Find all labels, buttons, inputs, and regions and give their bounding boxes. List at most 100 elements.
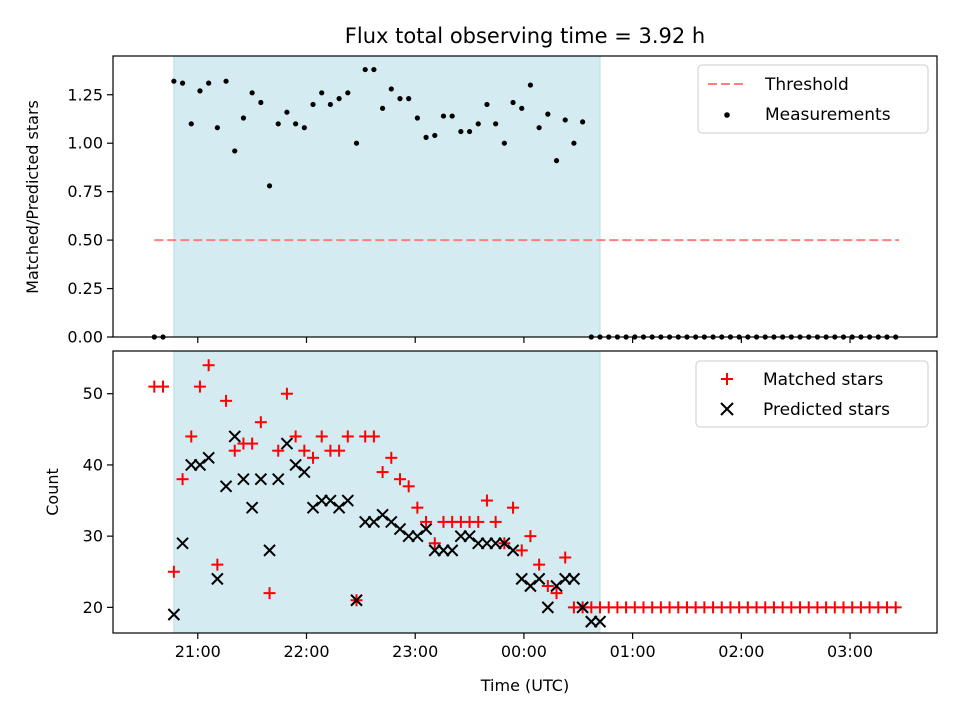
measurement-point bbox=[545, 111, 551, 117]
x-tick-label: 22:00 bbox=[283, 642, 329, 661]
measurement-point bbox=[223, 78, 229, 84]
measurement-point bbox=[293, 121, 299, 127]
measurement-point bbox=[266, 183, 273, 189]
predicted-star-point bbox=[167, 608, 181, 621]
predicted-star-point bbox=[567, 572, 581, 586]
predicted-star-point bbox=[245, 501, 259, 514]
matched-star-point bbox=[411, 501, 424, 514]
matched-star-point bbox=[167, 565, 180, 578]
measurement-point bbox=[510, 99, 516, 106]
matched-star-point bbox=[254, 416, 267, 429]
matched-star-point bbox=[333, 444, 346, 457]
legend-matched-label: Matched stars bbox=[763, 370, 883, 390]
measurement-point bbox=[371, 66, 377, 73]
matched-star-point bbox=[193, 380, 206, 393]
matched-star-point bbox=[315, 430, 328, 443]
predicted-star-point bbox=[411, 529, 424, 543]
x-tick-label: 03:00 bbox=[827, 642, 873, 661]
measurement-point bbox=[484, 101, 490, 108]
y-tick-label: 0.75 bbox=[67, 182, 103, 201]
matched-star-point bbox=[341, 430, 354, 443]
predicted-star-point bbox=[263, 544, 276, 557]
measurement-point bbox=[519, 105, 525, 111]
predicted-star-point bbox=[272, 472, 285, 486]
matched-star-point bbox=[559, 551, 572, 564]
bottom-legend-box bbox=[695, 360, 929, 428]
matched-star-point bbox=[420, 515, 433, 528]
predicted-star-point bbox=[324, 494, 337, 507]
measurement-point bbox=[319, 90, 325, 96]
matched-star-point bbox=[220, 394, 233, 407]
measurement-point bbox=[432, 132, 438, 139]
matched-star-point bbox=[289, 430, 302, 443]
predicted-star-point bbox=[237, 472, 250, 486]
measurement-point bbox=[179, 80, 186, 86]
bottom-marks bbox=[148, 359, 902, 628]
predicted-star-point bbox=[385, 515, 398, 529]
matched-star-point bbox=[507, 501, 520, 514]
matched-star-point bbox=[393, 473, 406, 486]
top-panel: 0.00 0.25 0.50 0.75 1.00 1.25 Matched/Predict… bbox=[23, 55, 938, 347]
measurement-point bbox=[571, 140, 577, 146]
measurement-point bbox=[214, 125, 220, 131]
measurement-point bbox=[206, 80, 212, 86]
x-tick-label: 01:00 bbox=[610, 642, 656, 661]
y-tick-label: 30 bbox=[83, 527, 103, 546]
y-tick-label: 0.25 bbox=[67, 279, 103, 298]
x-tick-label: 21:00 bbox=[175, 642, 221, 661]
matched-star-point bbox=[185, 430, 198, 443]
matched-star-point bbox=[376, 466, 389, 479]
predicted-star-point bbox=[202, 451, 215, 465]
top-observing-window-shade bbox=[173, 55, 601, 338]
measurement-point bbox=[501, 140, 507, 146]
bottom-y-axis-label: Count bbox=[43, 468, 62, 516]
predicted-star-point bbox=[532, 572, 546, 586]
x-tick-label: 23:00 bbox=[392, 642, 438, 661]
measurement-point bbox=[197, 88, 203, 94]
measurement-point bbox=[466, 128, 473, 135]
measurement-point bbox=[440, 113, 447, 119]
measurement-point bbox=[379, 105, 386, 111]
predicted-star-point bbox=[367, 515, 381, 529]
y-tick-label: 40 bbox=[83, 455, 103, 474]
measurement-point bbox=[336, 96, 342, 102]
legend-predicted-swatch bbox=[720, 402, 734, 416]
predicted-star-point bbox=[498, 537, 511, 550]
matched-star-point bbox=[515, 544, 528, 557]
predicted-star-point bbox=[341, 494, 355, 507]
predicted-star-point bbox=[211, 572, 224, 586]
predicted-star-point bbox=[219, 480, 233, 493]
matched-star-point bbox=[228, 444, 241, 457]
measurement-point bbox=[562, 117, 568, 123]
y-tick-label: 50 bbox=[83, 384, 103, 403]
measurement-point bbox=[397, 96, 403, 102]
predicted-star-point bbox=[576, 601, 589, 614]
measurement-point bbox=[353, 140, 360, 146]
matched-star-point bbox=[550, 587, 563, 600]
matched-star-point bbox=[202, 359, 215, 372]
matched-star-point bbox=[402, 480, 415, 493]
matched-star-point bbox=[428, 537, 441, 550]
measurement-point bbox=[362, 66, 368, 73]
predicted-star-point bbox=[593, 615, 607, 628]
chart-title: Flux total observing time = 3.92 h bbox=[345, 24, 705, 48]
legend-measurements-label: Measurements bbox=[765, 105, 891, 125]
measurement-point bbox=[188, 121, 194, 127]
legend-threshold-label: Threshold bbox=[764, 75, 849, 95]
matched-star-point bbox=[211, 558, 224, 571]
matched-star-point bbox=[472, 515, 485, 528]
matched-star-point bbox=[176, 473, 189, 486]
measurement-point bbox=[493, 121, 499, 127]
measurement-point bbox=[388, 86, 394, 92]
predicted-star-point bbox=[254, 472, 268, 486]
matched-star-point bbox=[385, 451, 398, 464]
predicted-star-point bbox=[306, 501, 320, 514]
y-tick-label: 0.00 bbox=[67, 328, 103, 347]
y-tick-label: 0.50 bbox=[67, 231, 103, 250]
matched-star-point bbox=[307, 451, 320, 464]
matched-star-point bbox=[280, 387, 293, 400]
measurement-point bbox=[232, 148, 238, 154]
measurement-point bbox=[458, 128, 464, 135]
predicted-star-point bbox=[193, 458, 207, 472]
